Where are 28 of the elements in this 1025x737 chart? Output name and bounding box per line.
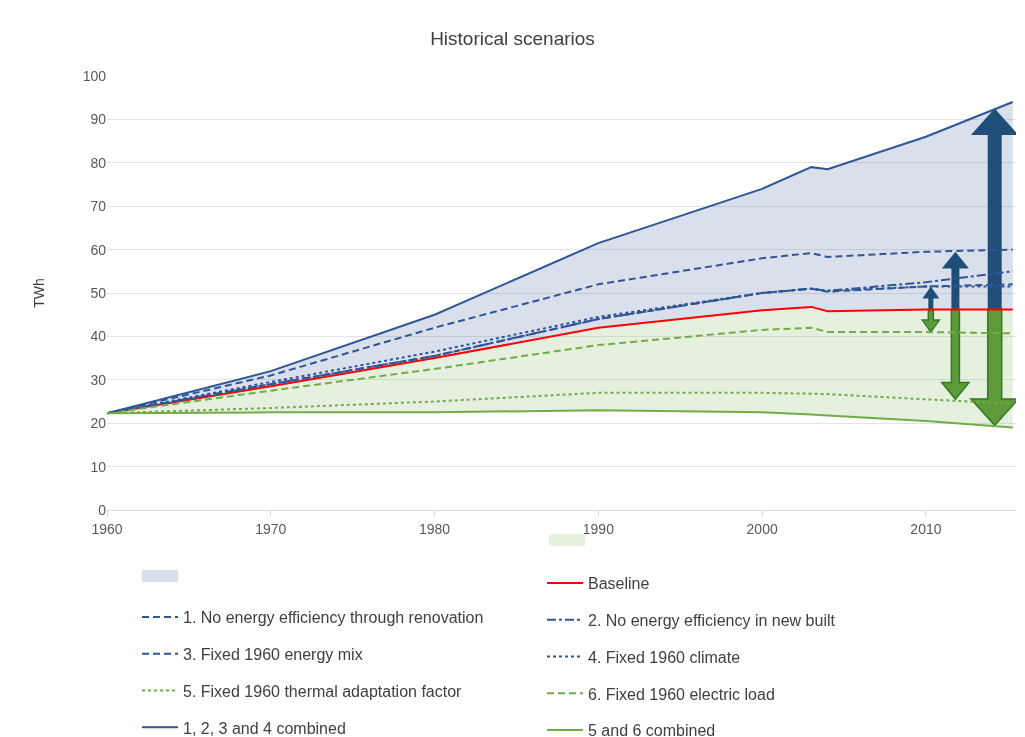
legend-label: Baseline bbox=[588, 575, 650, 593]
legend-label: 5. Fixed 1960 thermal adaptation factor bbox=[183, 682, 463, 700]
y-tick-label: 0 bbox=[98, 501, 107, 518]
y-tick-label: 70 bbox=[90, 198, 107, 215]
y-tick-label: 50 bbox=[90, 284, 107, 301]
x-tick-label: 1970 bbox=[255, 520, 287, 537]
y-tick-label: 90 bbox=[90, 111, 107, 128]
legend-label: 1. No energy efficiency through renovation bbox=[183, 609, 484, 627]
chart-title: Historical scenarios bbox=[430, 27, 595, 49]
y-axis-title: TWh bbox=[30, 278, 47, 308]
y-tick-label: 80 bbox=[90, 154, 107, 171]
legend-label: 3. Fixed 1960 energy mix bbox=[183, 645, 363, 663]
x-tick-label: 1990 bbox=[582, 520, 615, 537]
x-tick-label: 2010 bbox=[910, 520, 942, 537]
x-tick-label: 1960 bbox=[91, 520, 123, 537]
x-tick-label: 2000 bbox=[746, 520, 778, 537]
y-tick-label: 20 bbox=[90, 415, 107, 432]
y-tick-label: 40 bbox=[90, 328, 107, 345]
legend-label: 6. Fixed 1960 electric load bbox=[588, 685, 775, 703]
y-tick-label: 60 bbox=[90, 241, 107, 258]
legend-label: 2. No energy efficiency in new built bbox=[588, 611, 836, 629]
y-tick-label: 100 bbox=[82, 67, 107, 84]
y-tick-label: 10 bbox=[90, 458, 107, 475]
legend-label: 1, 2, 3 and 4 combined bbox=[183, 719, 346, 737]
y-tick-label: 30 bbox=[90, 371, 107, 388]
x-tick-label: 1980 bbox=[418, 520, 451, 537]
legend-label: 4. Fixed 1960 climate bbox=[588, 648, 741, 666]
legend-label: 5 and 6 combined bbox=[588, 722, 716, 737]
